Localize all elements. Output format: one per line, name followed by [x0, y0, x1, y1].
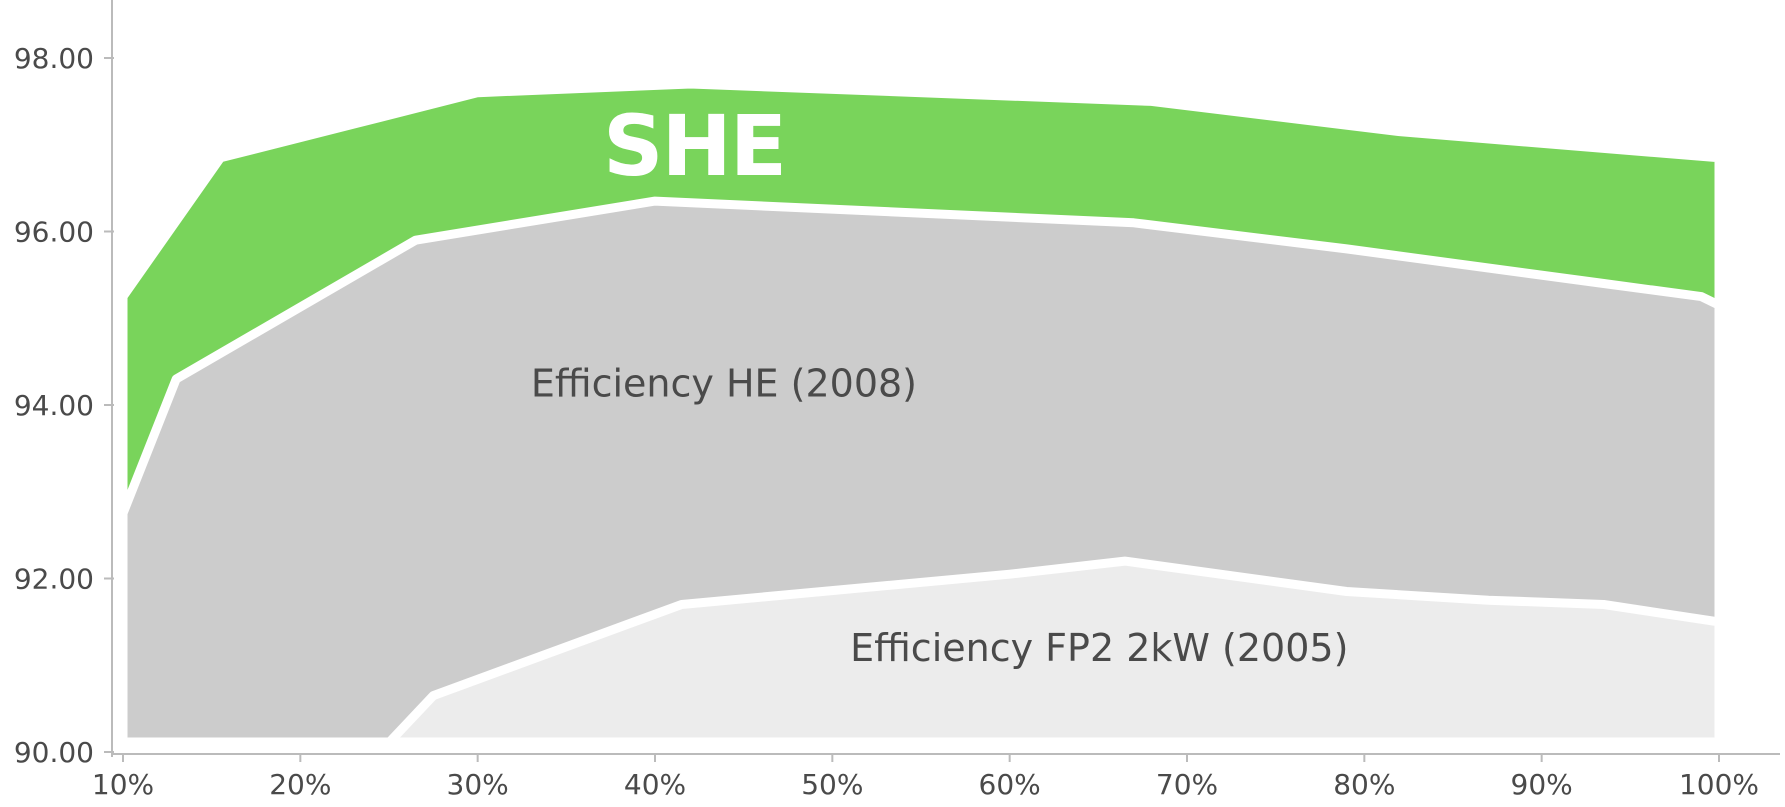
- x-tick-label: 30%: [447, 768, 509, 801]
- chart-axes: 90.00 92.00 94.00 96.00 98.00 10% 20% 30% 40% 50%…: [14, 0, 1780, 801]
- y-tick-label: 98.00: [14, 42, 94, 75]
- chart-areas: [100, 79, 1785, 757]
- y-tick-label: 92.00: [14, 563, 94, 596]
- x-tick-label: 50%: [801, 768, 863, 801]
- x-tick-label: 10%: [92, 768, 154, 801]
- series-label-he: Efficiency HE (2008): [531, 361, 917, 405]
- she-logo: SHE: [603, 97, 785, 195]
- x-tick-label: 20%: [269, 768, 331, 801]
- area-fp2: [375, 556, 1724, 757]
- x-tick-label: 40%: [624, 768, 686, 801]
- series-label-fp2: Efficiency FP2 2kW (2005): [850, 626, 1348, 670]
- chart-labels: Efficiency HE (2008) Efficiency FP2 2kW (…: [531, 97, 1349, 670]
- baseline-gap: [100, 744, 1785, 754]
- x-tick-label: 100%: [1679, 768, 1759, 801]
- y-tick-label: 94.00: [14, 389, 94, 422]
- x-tick-label: 70%: [1156, 768, 1218, 801]
- x-tick-label: 90%: [1511, 768, 1573, 801]
- y-tick-label: 90.00: [14, 736, 94, 769]
- y-tick-label: 96.00: [14, 216, 94, 249]
- x-tick-label: 60%: [979, 768, 1041, 801]
- x-tick-label: 80%: [1333, 768, 1395, 801]
